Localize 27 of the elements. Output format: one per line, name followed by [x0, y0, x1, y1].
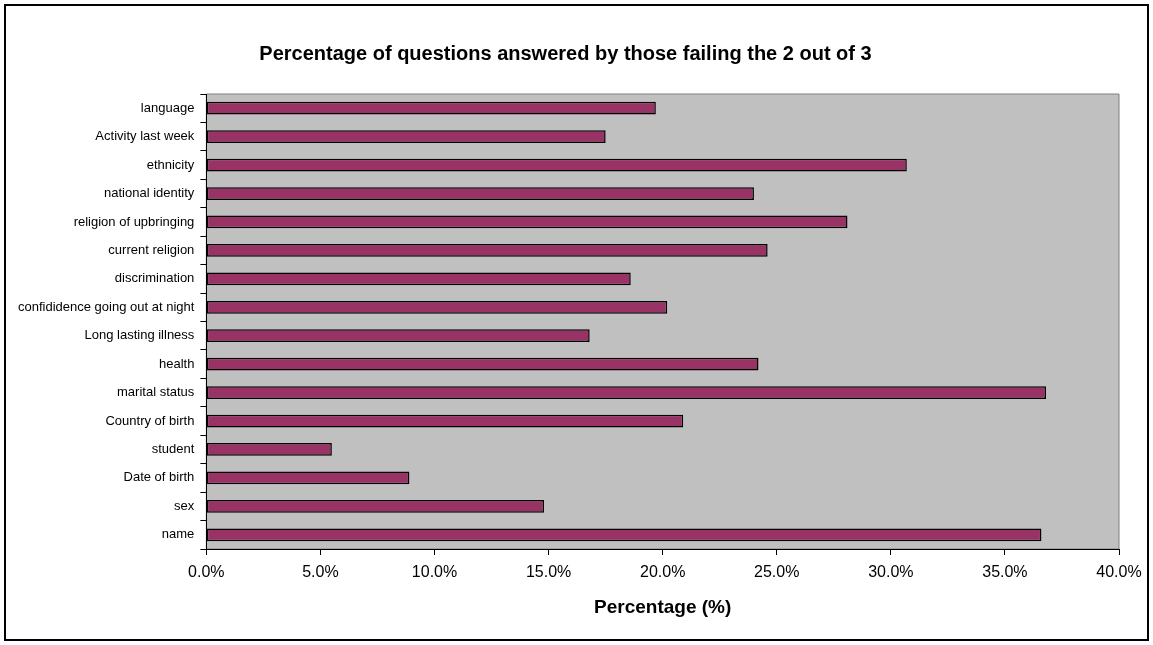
y-tick-label: confididence going out at night [18, 298, 195, 314]
x-tick-label: 0.0% [188, 563, 225, 581]
y-tick-label: Country of birth [105, 412, 195, 428]
y-tick-label: Long lasting illness [84, 327, 195, 343]
x-tick-label: 20.0% [639, 563, 686, 581]
y-tick-label: language [140, 99, 195, 115]
y-tick-label: Date of birth [123, 469, 195, 485]
x-tick-label: 30.0% [868, 563, 914, 581]
y-tick-label: current religion [108, 241, 195, 257]
y-tick-label: marital status [117, 384, 195, 400]
x-axis-title: Percentage (%) [594, 595, 732, 617]
y-tick-label: national identity [104, 185, 195, 201]
y-tick-label: sex [174, 497, 195, 513]
x-tick-label: 35.0% [982, 563, 1028, 581]
y-tick-label: discrimination [114, 270, 195, 286]
x-tick-label: 10.0% [411, 563, 458, 581]
y-tick-label: Activity last week [95, 128, 195, 144]
y-tick-label: religion of upbringing [73, 213, 195, 229]
x-tick-label: 40.0% [1096, 563, 1142, 581]
y-tick-label: health [158, 355, 195, 371]
x-tick-label: 25.0% [754, 563, 800, 581]
y-tick-label: student [151, 441, 195, 457]
x-tick-label: 15.0% [525, 563, 572, 581]
y-tick-label: ethnicity [146, 156, 195, 172]
y-tick-label: name [161, 526, 195, 542]
chart-title: Percentage of questions answered by those failing the 2 out of 3 [259, 41, 872, 64]
x-tick-label: 5.0% [302, 563, 339, 581]
